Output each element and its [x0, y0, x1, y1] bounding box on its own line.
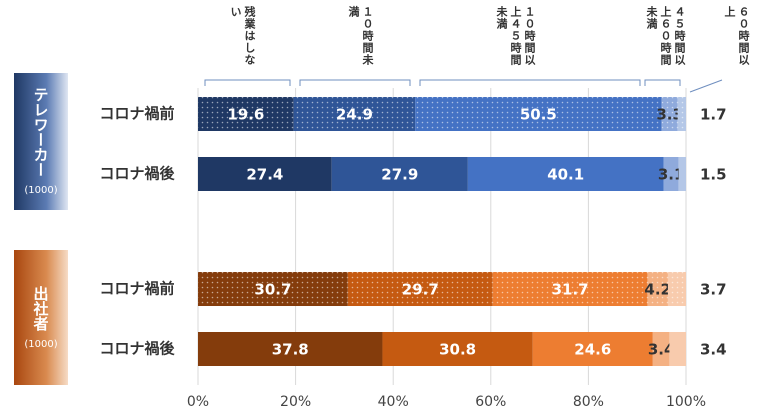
group-n: (1000) — [24, 185, 58, 196]
x-tick-label: 100% — [666, 394, 706, 410]
legend-label: ６０時間以上 — [723, 6, 750, 66]
category-label: コロナ禍後 — [99, 165, 175, 183]
x-tick-label: 20% — [280, 394, 311, 410]
group-n: (1000) — [24, 338, 58, 350]
group-box: テレワーカー (1000) — [14, 73, 68, 210]
value-label: 30.8 — [439, 341, 476, 359]
dot-overlay — [677, 97, 686, 131]
legend-label: １０時間以上４５時間未満 — [495, 6, 536, 66]
value-label: 24.9 — [336, 106, 373, 124]
value-label: 31.7 — [552, 281, 589, 299]
x-tick-label: 0% — [187, 394, 209, 410]
bar-segment — [678, 157, 686, 191]
x-tick-label: 40% — [378, 394, 409, 410]
value-label: 50.5 — [520, 106, 557, 124]
dot-overlay — [198, 97, 294, 131]
value-label: 30.7 — [254, 281, 291, 299]
bar-segment — [663, 157, 679, 191]
category-label: コロナ禍前 — [99, 105, 174, 123]
dot-overlay — [415, 97, 662, 131]
value-label: 29.7 — [402, 281, 439, 299]
legend-label: １０時間未満 — [347, 6, 374, 66]
legend-label: ４５時間以上６０時間未満 — [645, 6, 686, 66]
dot-overlay — [347, 272, 493, 306]
dot-overlay — [293, 97, 416, 131]
value-label: 24.6 — [574, 341, 611, 359]
group-label: テレワーカー — [31, 87, 50, 177]
legend-label: 残業はしない — [229, 6, 256, 66]
value-label: 1.7 — [700, 106, 727, 124]
value-label: 4.2 — [644, 281, 671, 299]
value-label: 3.4 — [700, 341, 727, 359]
bar-segment — [652, 332, 670, 366]
dot-overlay — [492, 272, 648, 306]
bar-segment — [467, 157, 664, 191]
dot-overlay — [647, 272, 668, 306]
dot-overlay — [667, 272, 686, 306]
value-label: 3.7 — [700, 281, 727, 299]
dot-overlay — [198, 272, 348, 306]
bar-segment — [532, 332, 653, 366]
legend-brackets — [204, 79, 723, 93]
group-label: 出社者 — [31, 285, 50, 331]
value-label: 3.3 — [656, 106, 683, 124]
category-label: コロナ禍後 — [99, 340, 175, 358]
category-label: コロナ禍前 — [99, 280, 174, 298]
group-box: 出社者 (1000) — [14, 250, 68, 385]
value-label: 37.8 — [272, 341, 309, 359]
bar-segment — [669, 332, 686, 366]
bar-segment — [382, 332, 533, 366]
value-label: 19.6 — [227, 106, 264, 124]
x-tick-label: 60% — [475, 394, 506, 410]
bar-segment — [198, 332, 383, 366]
value-label: 40.1 — [547, 166, 584, 184]
value-label: 27.4 — [246, 166, 283, 184]
bar-segment — [331, 157, 468, 191]
x-tick-label: 80% — [573, 394, 604, 410]
dot-overlay — [661, 97, 678, 131]
value-label: 27.9 — [381, 166, 418, 184]
value-label: 1.5 — [700, 166, 727, 184]
value-label: 3.4 — [648, 341, 675, 359]
value-label: 3.1 — [658, 166, 685, 184]
bar-segment — [198, 157, 332, 191]
